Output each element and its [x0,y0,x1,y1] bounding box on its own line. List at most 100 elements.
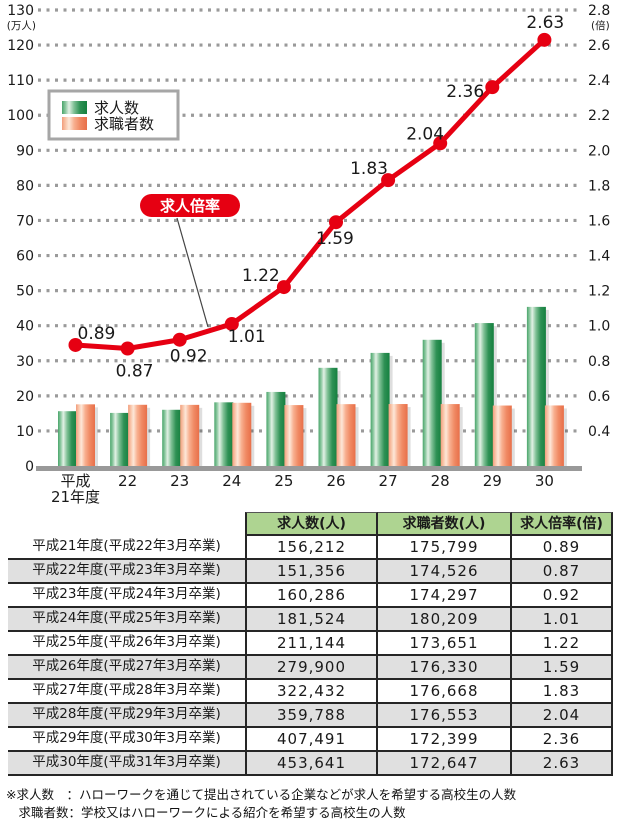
x-axis-tick-line: 29 [483,472,502,490]
legend-box [47,89,180,141]
ratio-badge [140,194,240,217]
table-cell-seekers: 174,297 [378,584,512,608]
x-axis-tick: 平成 21年度 [51,472,100,505]
left-axis-tick: 50 [16,284,34,300]
table-cell-ratio: 0.89 [512,536,613,560]
ratio-point [172,332,187,347]
bar-seekers [76,404,95,466]
table-row-label: 平成22年度(平成23年3月卒業) [8,560,245,584]
x-axis-tick: 28 [431,472,450,490]
table-cell-jobs: 156,212 [245,536,378,560]
bar-seekers [336,404,356,466]
table-cell-jobs: 407,491 [245,728,378,752]
x-axis-tick-line: 26 [326,472,345,490]
table-cell-jobs: 181,524 [245,608,378,632]
x-axis-tick-line: 27 [379,472,398,490]
table-cell-jobs: 359,788 [245,704,378,728]
ratio-point [537,32,552,47]
table-cell-jobs: 453,641 [245,752,378,776]
table-header-1: 求職者数(人) [378,512,512,536]
x-axis-tick-line: 21年度 [51,488,100,505]
table-cell-jobs: 279,900 [245,656,378,680]
footnotes: ※求人数 ：ハローワークを通じて提出されている企業などが求人を希望する高校生の人… [6,786,616,822]
bar-jobs [266,391,286,466]
table-cell-seekers: 175,799 [378,536,512,560]
x-axis-tick: 26 [326,472,345,490]
table-cell-seekers: 176,330 [378,656,512,680]
table-cell-seekers: 176,553 [378,704,512,728]
table-cell-seekers: 176,668 [378,680,512,704]
table-cell-jobs: 160,286 [245,584,378,608]
x-axis-tick-line: 22 [118,472,137,490]
ratio-value-label: 0.89 [78,324,116,344]
badge-leader-line [176,217,209,328]
table-cell-ratio: 2.36 [512,728,613,752]
ratio-value-label: 2.63 [526,13,564,33]
x-axis-tick: 25 [274,472,293,490]
bar-seekers [544,405,564,466]
table-cell-seekers: 172,399 [378,728,512,752]
table-cell-seekers: 174,526 [378,560,512,584]
right-axis-tick: 1.2 [588,284,610,300]
x-axis-tick: 24 [222,472,241,490]
table-grid: 求人数(人) 求職者数(人) 求人倍率(倍) 平成21年度(平成22年3月卒業) 156… [8,512,614,776]
legend-label-jobs: 求人数 [94,99,139,117]
left-axis-tick: 100 [7,108,34,124]
ratio-value-label: 2.04 [406,124,444,144]
right-axis-tick: 2.4 [588,73,610,89]
right-axis-tick: 0.6 [588,389,610,405]
table-cell-ratio: 2.04 [512,704,613,728]
x-axis-tick-line: 30 [535,472,554,490]
ratio-value-label: 1.01 [228,327,266,347]
ratio-value-label: 1.83 [350,159,388,179]
ratio-value-label: 0.92 [170,347,208,367]
x-axis-tick-line: 25 [274,472,293,490]
legend-swatch-seekers [62,117,87,130]
ratio-line [73,37,547,351]
x-axis-tick: 23 [170,472,189,490]
table-cell-jobs: 322,432 [245,680,378,704]
legend-swatch-jobs [62,101,87,114]
left-axis-tick: 30 [16,354,34,370]
left-axis-tick: 0 [25,459,34,475]
left-axis-tick: 20 [16,389,34,405]
bar-seekers [492,405,512,466]
left-axis-tick: 60 [16,249,34,265]
bar-jobs [110,412,130,466]
ratio-point [485,80,500,95]
bar-jobs [422,339,442,466]
bar-jobs [58,411,77,466]
table-row-label: 平成24年度(平成25年3月卒業) [8,608,245,632]
table-row-label: 平成29年度(平成30年3月卒業) [8,728,245,752]
left-axis-tick: 120 [7,38,34,54]
left-axis-tick: 70 [16,213,34,229]
x-axis-tick: 29 [483,472,502,490]
left-axis-tick: 90 [16,143,34,159]
ratio-badge-label: 求人倍率 [160,197,220,215]
table-header-2: 求人倍率(倍) [512,512,613,536]
table-row-label: 平成23年度(平成24年3月卒業) [8,584,245,608]
right-axis-unit: (倍) [591,19,610,32]
right-axis-tick: 2.0 [588,143,610,159]
ratio-point [224,316,239,331]
recruitment-chart: 0 10 20 30 40 50 60 70 80 90 100 110 120 130 (万人) 0.4 0.… [7,3,611,506]
right-axis-tick: 1.4 [588,249,610,265]
table-cell-ratio: 1.22 [512,632,613,656]
ratio-point [120,341,135,356]
bar-seekers [440,404,460,466]
x-axis-tick: 30 [535,472,554,490]
left-axis-tick: 80 [16,178,34,194]
ratio-point [381,173,396,188]
table-cell-seekers: 180,209 [378,608,512,632]
bar-jobs [162,409,182,466]
table-corner-blank [8,512,245,536]
table-row-label: 平成30年度(平成31年3月卒業) [8,752,245,776]
bar-jobs [318,367,338,466]
ratio-point [276,280,291,295]
table-header-0: 求人数(人) [245,512,378,536]
left-axis-tick: 10 [16,424,34,440]
table-row-label: 平成28年度(平成29年3月卒業) [8,704,245,728]
ratio-point [329,215,343,230]
x-axis-tick-line: 平成 [60,472,90,490]
